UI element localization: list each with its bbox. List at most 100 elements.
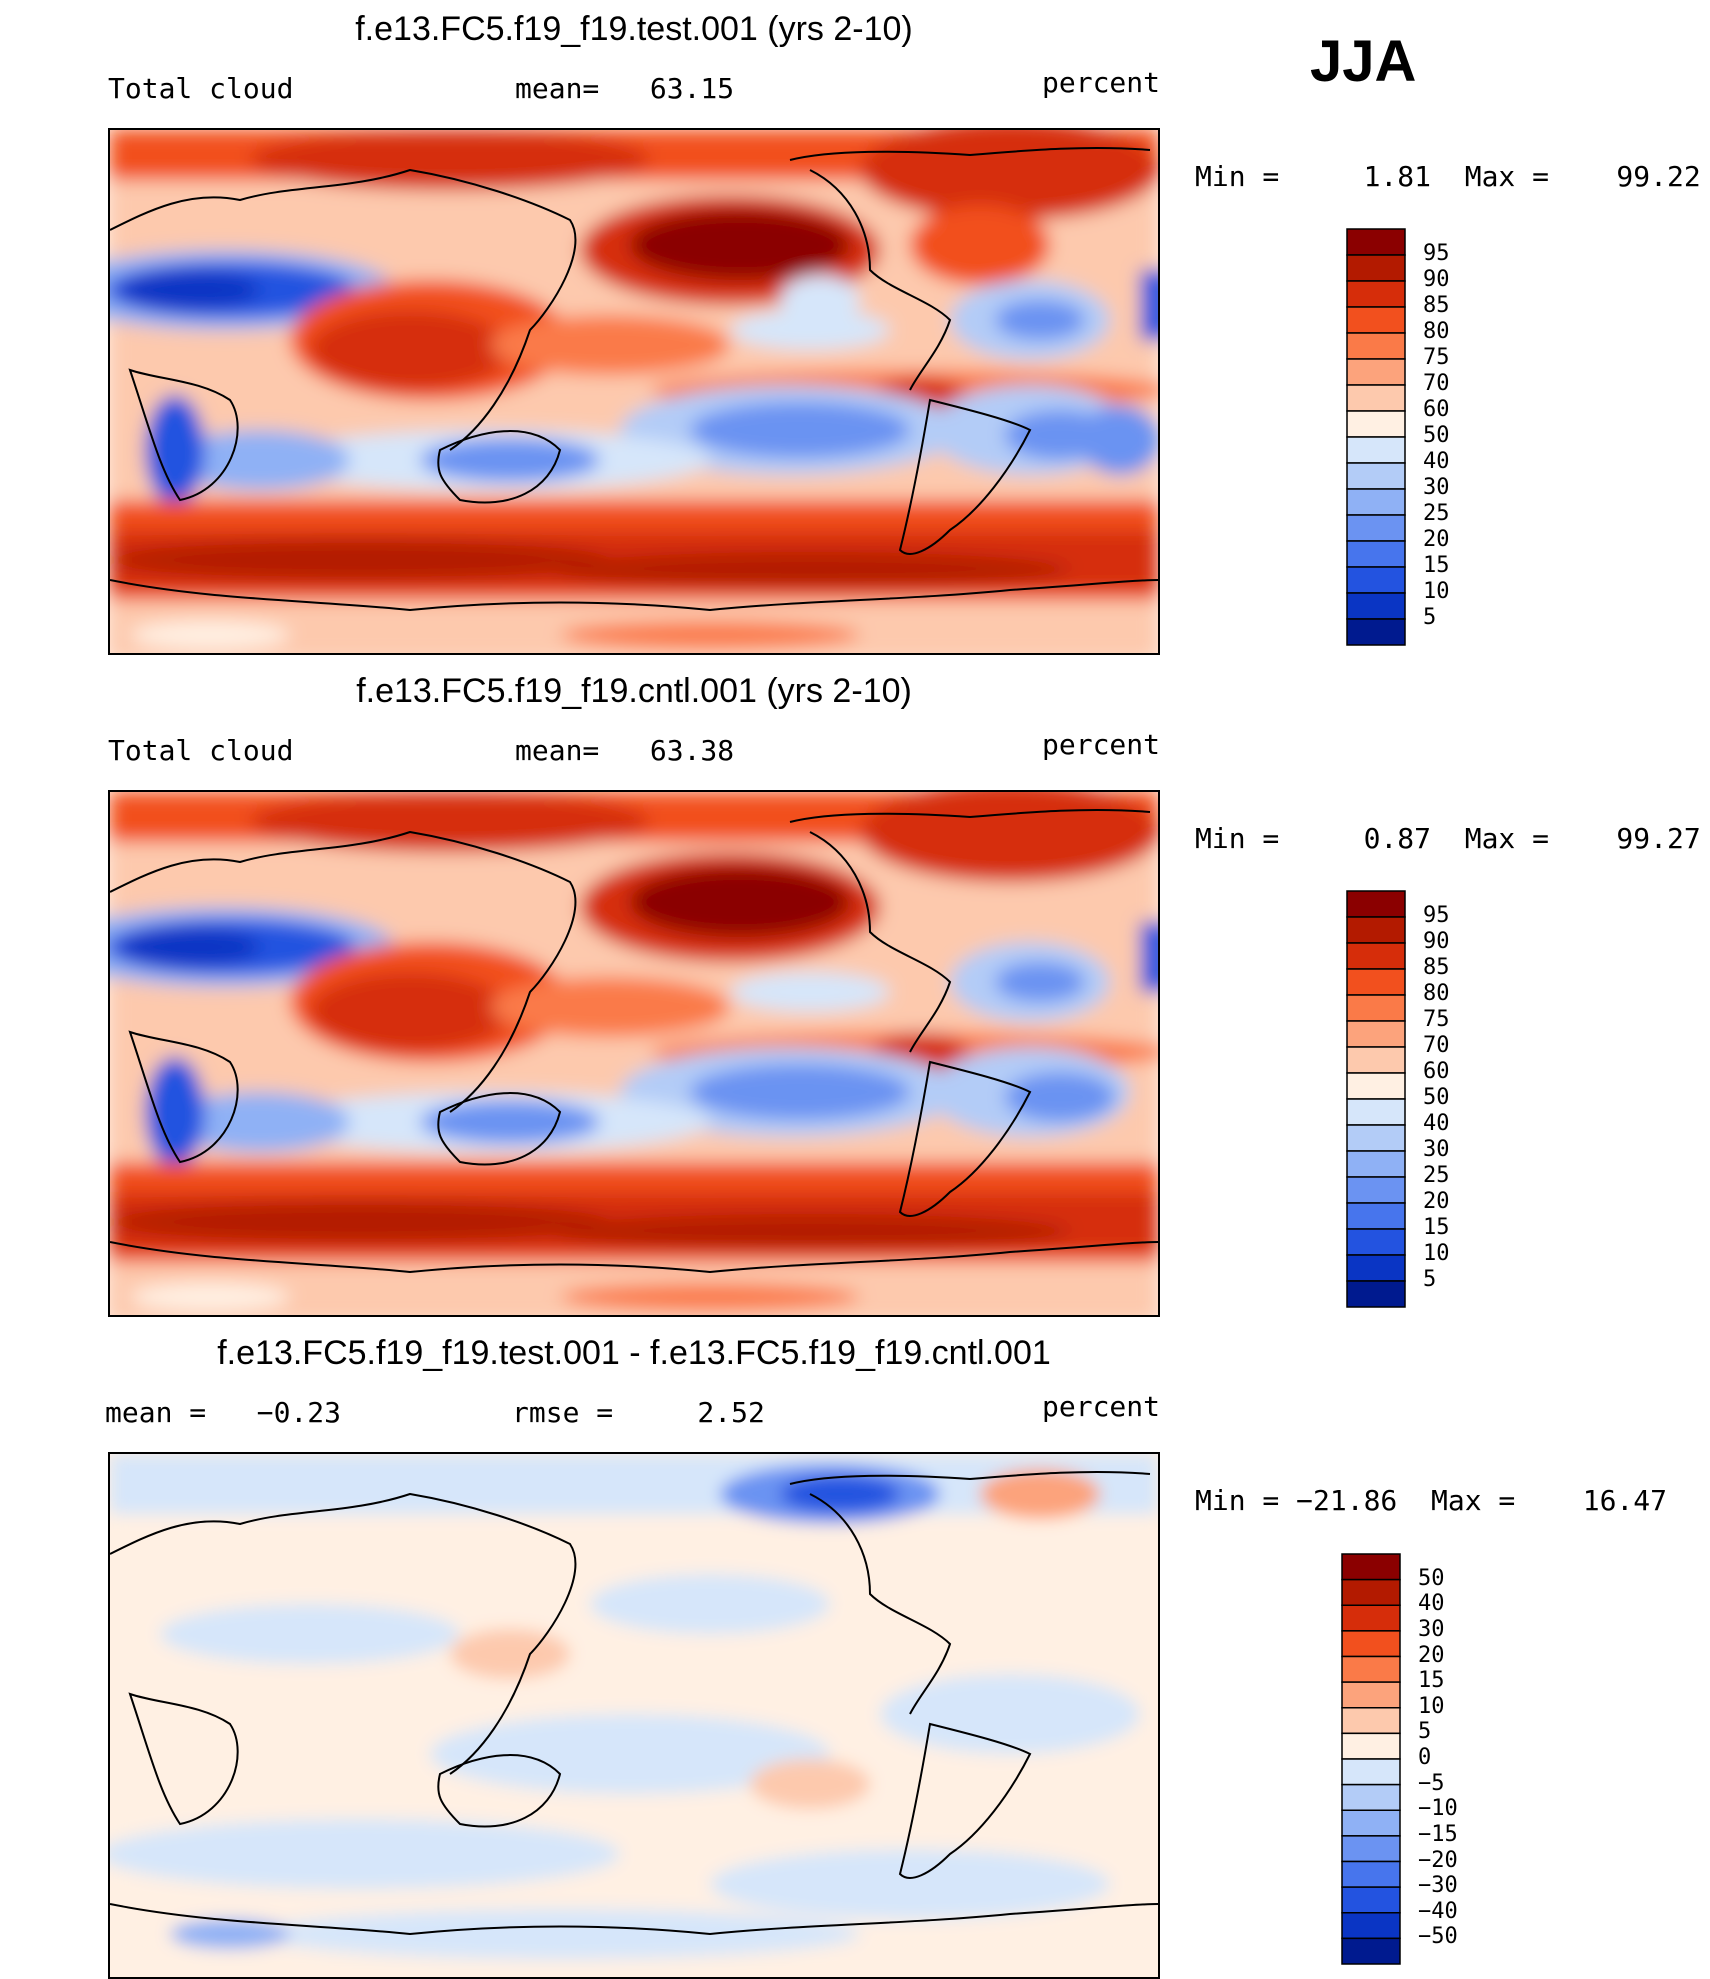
colorbar-test-tick-label: 90 (1423, 267, 1450, 292)
colorbar-diff-tick-label: −50 (1418, 1924, 1458, 1950)
colorbar-diff-swatch (1341, 1681, 1401, 1709)
colorbar-cntl-tick-label: 60 (1423, 1059, 1450, 1084)
colorbar-cntl-swatch (1346, 1150, 1406, 1178)
colorbar-diff-swatch (1341, 1553, 1401, 1581)
colorbar-test-swatch (1346, 254, 1406, 282)
colorbar-diff-tick-label: −5 (1418, 1770, 1445, 1796)
colorbar-diff-tick-label: −10 (1418, 1796, 1458, 1822)
colorbar-test-tick-label: 30 (1423, 475, 1450, 500)
colorbar-cntl-swatch (1346, 1020, 1406, 1048)
colorbar-cntl-swatch (1346, 968, 1406, 996)
colorbar-diff-tick-label: −15 (1418, 1821, 1458, 1847)
colorbar-diff-tick-label: −40 (1418, 1898, 1458, 1924)
colorbar-cntl-tick-label: 90 (1423, 929, 1450, 954)
panel-minmax-cntl: Min = 0.87 Max = 99.27 (1195, 822, 1701, 855)
colorbar-diff-swatch (1341, 1578, 1401, 1606)
panel-title-cntl: f.e13.FC5.f19_f19.cntl.001 (yrs 2-10) (356, 672, 912, 710)
colorbar-cntl-swatch (1346, 1228, 1406, 1256)
colorbar-diff-svg (1341, 1553, 1401, 1965)
colorbar-test-swatch (1346, 618, 1406, 646)
panel-minmax-diff: Min = −21.86 Max = 16.47 (1195, 1484, 1668, 1517)
colorbar-test-swatch (1346, 566, 1406, 594)
colorbar-cntl-swatch (1346, 1280, 1406, 1308)
colorbar-cntl: 95 90 85 80 75 70 60 50 40 30 25 20 15 10 5 (1345, 890, 1450, 1313)
colorbar-diff-swatch (1341, 1655, 1401, 1683)
colorbar-cntl-swatch (1346, 1072, 1406, 1100)
colorbar-cntl-tick-label: 25 (1423, 1163, 1450, 1188)
colorbar-cntl-swatch (1346, 1046, 1406, 1074)
panel-units-cntl: percent (1042, 728, 1161, 761)
colorbar-cntl-tick-label: 75 (1423, 1007, 1450, 1032)
panel-minmax-test: Min = 1.81 Max = 99.22 (1195, 160, 1701, 193)
colorbar-test-tick-label: 85 (1423, 293, 1450, 318)
colorbar-diff-swatch (1341, 1783, 1401, 1811)
colorbar-cntl-swatch (1346, 1202, 1406, 1230)
colorbar-diff-swatch (1341, 1604, 1401, 1632)
map-cntl (108, 790, 1160, 1317)
colorbar-test-tick-label: 20 (1423, 527, 1450, 552)
colorbar-cntl-tick-label: 50 (1423, 1085, 1450, 1110)
panel-left-label-cntl: Total cloud (108, 734, 294, 767)
colorbar-diff-swatch (1341, 1835, 1401, 1863)
colorbar-test-swatch (1346, 540, 1406, 568)
colorbar-diff-tick-label: 10 (1418, 1693, 1445, 1719)
colorbar-test-swatch (1346, 436, 1406, 464)
colorbar-cntl-tick-label: 95 (1423, 903, 1450, 928)
colorbar-cntl-tick-label: 20 (1423, 1189, 1450, 1214)
colorbar-test-swatch (1346, 306, 1406, 334)
colorbar-test-tick-label: 5 (1423, 605, 1437, 630)
panel-title-diff: f.e13.FC5.f19_f19.test.001 - f.e13.FC5.f… (217, 1334, 1051, 1372)
colorbar-test-tick-label: 80 (1423, 319, 1450, 344)
colorbar-diff-tick-label: 15 (1418, 1668, 1445, 1694)
colorbar-diff-swatch (1341, 1630, 1401, 1658)
colorbar-diff-swatch (1341, 1732, 1401, 1760)
colorbar-cntl-tick-label: 80 (1423, 981, 1450, 1006)
panel-mean-test: mean= 63.15 (515, 72, 735, 105)
colorbar-diff-tick-label: 50 (1418, 1565, 1445, 1591)
colorbar-diff-tick-label: 20 (1418, 1642, 1445, 1668)
colorbar-cntl-swatch (1346, 1254, 1406, 1282)
colorbar-test-swatch (1346, 488, 1406, 516)
panel-rmse-diff: rmse = 2.52 (512, 1396, 765, 1429)
panel-mean-cntl: mean= 63.38 (515, 734, 735, 767)
colorbar-diff-tick-label: 30 (1418, 1616, 1445, 1642)
colorbar-test-tick-label: 25 (1423, 501, 1450, 526)
panel-units-test: percent (1042, 66, 1161, 99)
colorbar-test-tick-label: 70 (1423, 371, 1450, 396)
season-label: JJA (1310, 29, 1417, 94)
colorbar-cntl-svg (1346, 890, 1406, 1308)
colorbar-cntl-swatch (1346, 890, 1406, 918)
colorbar-diff-swatch (1341, 1860, 1401, 1888)
colorbar-diff-swatch (1341, 1707, 1401, 1735)
colorbar-cntl-tick-label: 10 (1423, 1241, 1450, 1266)
colorbar-diff-swatch (1341, 1758, 1401, 1786)
colorbar-cntl-tick-label: 30 (1423, 1137, 1450, 1162)
colorbar-diff-swatch (1341, 1886, 1401, 1914)
colorbar-test-swatch (1346, 228, 1406, 256)
colorbar-test-swatch (1346, 514, 1406, 542)
colorbar-diff-swatch (1341, 1809, 1401, 1837)
colorbar-cntl-swatch (1346, 1124, 1406, 1152)
panel-title-test: f.e13.FC5.f19_f19.test.001 (yrs 2-10) (355, 10, 913, 48)
map-diff (108, 1452, 1160, 1979)
colorbar-test-tick-label: 10 (1423, 579, 1450, 604)
colorbar-diff-swatch (1341, 1912, 1401, 1940)
colorbar-cntl-swatch (1346, 942, 1406, 970)
colorbar-cntl-swatch (1346, 1176, 1406, 1204)
colorbar-diff-tick-label: 0 (1418, 1745, 1432, 1770)
colorbar-test-svg (1346, 228, 1406, 646)
colorbar-diff: 50 40 30 20 15 10 5 0 −5 −10 −15 −20 −30 −40 −50 (1340, 1553, 1458, 1970)
colorbar-cntl-swatch (1346, 994, 1406, 1022)
coastlines-test (110, 146, 1158, 612)
colorbar-test-swatch (1346, 332, 1406, 360)
colorbar-cntl-tick-label: 5 (1423, 1267, 1437, 1292)
colorbar-diff-tick-label: 40 (1418, 1591, 1445, 1617)
coastlines-diff (110, 1470, 1158, 1936)
map-diff-svg (110, 1454, 1158, 1977)
colorbar-test-swatch (1346, 384, 1406, 412)
colorbar-test-tick-label: 50 (1423, 423, 1450, 448)
colorbar-test: 95 90 85 80 75 70 60 50 40 30 25 20 15 10 5 (1345, 228, 1450, 651)
colorbar-diff-tick-label: 5 (1418, 1719, 1432, 1745)
coastlines-cntl (110, 808, 1158, 1274)
colorbar-test-swatch (1346, 410, 1406, 438)
